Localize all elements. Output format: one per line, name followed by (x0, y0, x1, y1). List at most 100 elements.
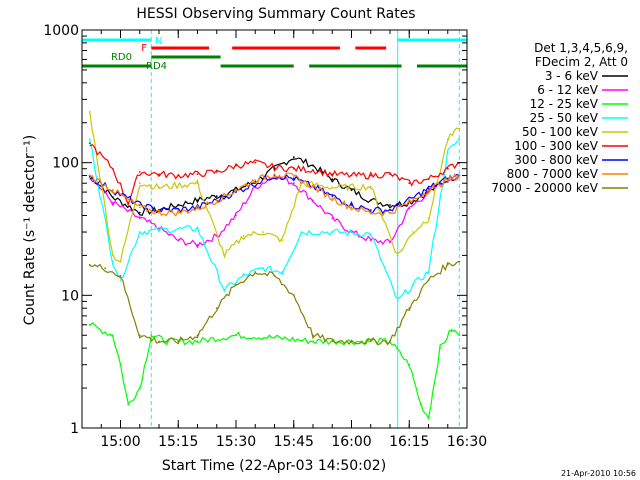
data-point (177, 174, 180, 177)
series-line (89, 172, 460, 217)
data-point (458, 138, 461, 141)
legend-item-label: 7000 - 20000 keV (491, 181, 598, 195)
x-axis: 15:00 15:15 15:30 15:45 16:00 16:15 16:30 (100, 30, 487, 450)
data-point (369, 185, 372, 188)
data-point (196, 340, 199, 343)
x-axis-label: Start Time (22-Apr-03 14:50:02) (162, 458, 386, 474)
data-point (427, 178, 430, 181)
data-point (196, 182, 199, 185)
data-point (196, 173, 199, 176)
data-point (242, 235, 245, 237)
legend-header: FDecim 2, Att 0 (535, 55, 628, 69)
legend-item-label: 3 - 6 keV (545, 69, 599, 83)
data-point (312, 340, 314, 343)
legend-item-label: 25 - 50 keV (530, 111, 599, 125)
data-point (427, 416, 430, 419)
data-point (158, 211, 160, 214)
data-point (196, 227, 199, 230)
data-point (427, 271, 430, 273)
data-point (88, 138, 91, 141)
data-point (88, 263, 91, 266)
plot-frame (81, 29, 468, 429)
data-point (254, 186, 257, 189)
data-point (273, 166, 276, 169)
data-point (292, 177, 295, 180)
y-axis-label: Count Rate (s⁻¹ detector⁻¹) (22, 135, 38, 325)
data-point (312, 334, 314, 337)
data-point (215, 199, 218, 202)
data-point (196, 244, 199, 246)
data-point (446, 263, 449, 266)
data-point (369, 211, 372, 214)
data-point (446, 151, 449, 154)
series-line (89, 138, 460, 300)
data-point (254, 179, 257, 181)
data-point (446, 167, 449, 170)
data-point (312, 199, 314, 202)
y-tick-label: 100 (52, 156, 79, 172)
legend-item-label: 800 - 7000 keV (507, 167, 599, 181)
data-point (408, 307, 411, 310)
data-point (331, 178, 334, 181)
flag-label: F (141, 43, 147, 54)
data-point (292, 156, 295, 159)
data-point (408, 207, 411, 210)
data-point (458, 174, 461, 177)
data-point (389, 241, 391, 244)
legend-item-label: 300 - 800 keV (514, 153, 598, 167)
data-point (223, 288, 226, 291)
data-point (396, 254, 399, 257)
data-point (369, 340, 372, 343)
data-point (254, 161, 257, 164)
data-point (242, 275, 245, 277)
data-point (350, 340, 353, 343)
data-point (88, 323, 91, 326)
data-point (408, 201, 411, 204)
data-point (427, 187, 430, 190)
data-point (138, 334, 141, 337)
data-point (138, 231, 141, 233)
data-point (408, 363, 411, 366)
data-point (215, 195, 218, 198)
data-point (235, 164, 237, 167)
data-point (119, 279, 122, 282)
data-point (138, 206, 141, 209)
data-point (446, 138, 449, 141)
chart-title: HESSI Observing Summary Count Rates (136, 6, 415, 22)
data-point (331, 195, 334, 198)
data-point (396, 300, 399, 303)
data-point (262, 267, 264, 270)
data-point (331, 186, 334, 189)
data-point (138, 171, 141, 173)
data-point (389, 209, 391, 211)
data-point (177, 211, 180, 214)
series-line (89, 260, 460, 346)
series-2 (88, 321, 461, 421)
data-point (127, 201, 130, 204)
data-point (331, 197, 334, 200)
data-point (369, 233, 372, 235)
legend: Det 1,3,4,5,6,9,FDecim 2, Att 03 - 6 keV… (491, 41, 628, 195)
y-tick-label: 1 (70, 421, 79, 437)
data-point (458, 260, 461, 263)
x-tick-label: 16:30 (447, 434, 487, 450)
data-point (111, 196, 114, 199)
data-point (389, 204, 391, 206)
legend-item-label: 12 - 25 keV (530, 97, 599, 111)
data-point (427, 217, 430, 220)
data-point (350, 174, 353, 177)
data-point (273, 275, 276, 277)
data-point (450, 328, 453, 331)
legend-item-label: 50 - 100 keV (522, 125, 599, 139)
data-point (312, 169, 314, 171)
data-point (254, 271, 257, 273)
data-point (119, 363, 122, 366)
data-point (88, 142, 91, 145)
data-point (235, 283, 237, 286)
data-point (158, 227, 160, 230)
data-point (223, 254, 226, 257)
series-line (89, 321, 460, 421)
x-tick-label: 15:00 (100, 434, 140, 450)
data-point (111, 334, 114, 337)
legend-item-label: 6 - 12 keV (537, 83, 599, 97)
